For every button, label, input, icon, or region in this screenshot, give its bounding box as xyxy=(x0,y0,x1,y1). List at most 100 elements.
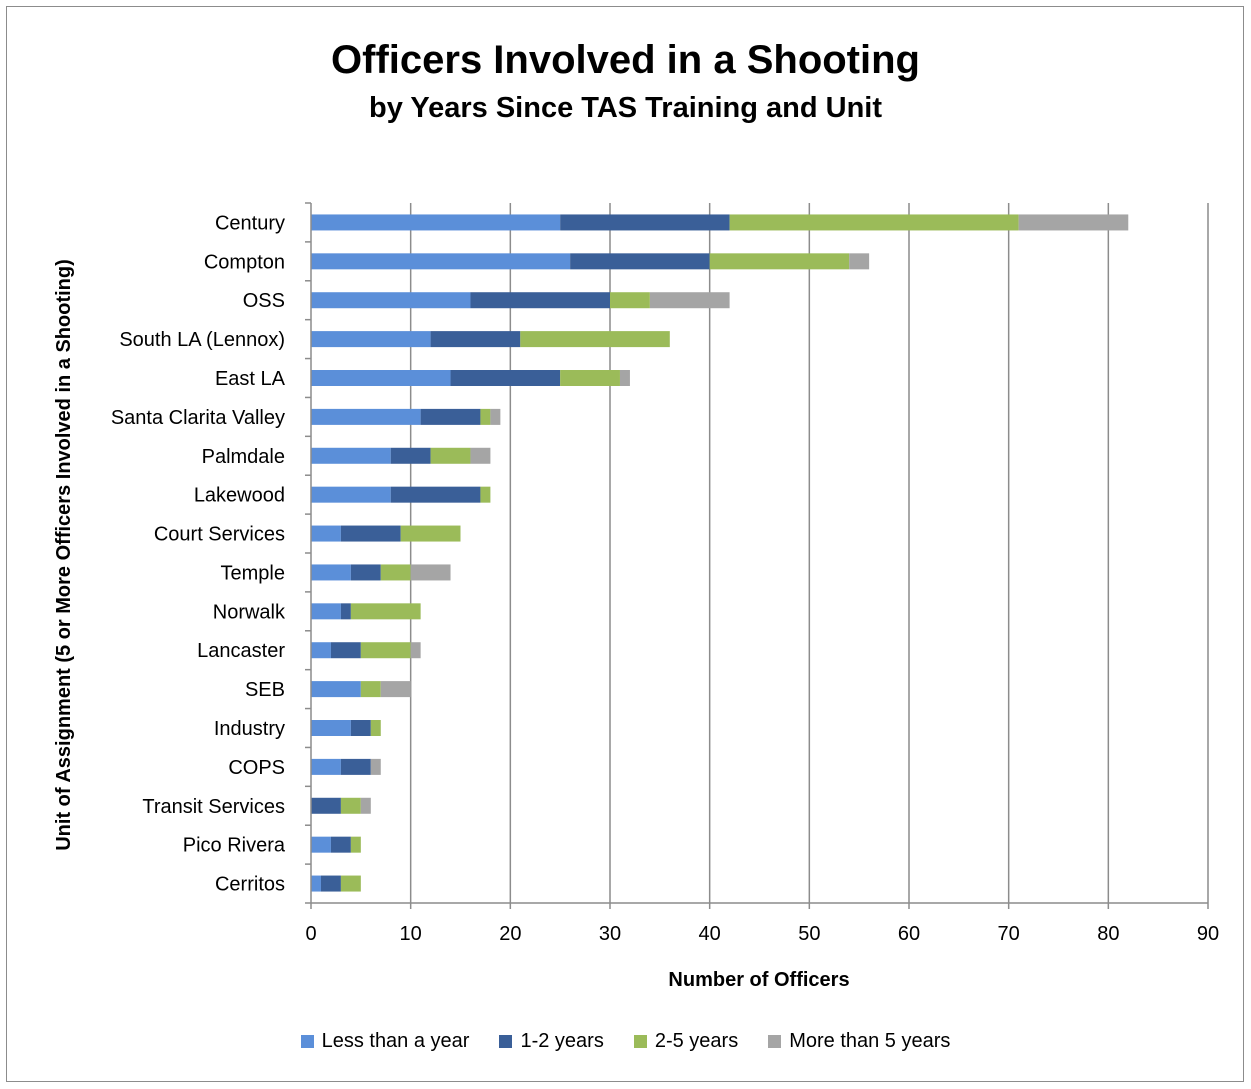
bar-segment xyxy=(311,564,351,581)
x-tick-label: 10 xyxy=(400,923,422,945)
bar-segment xyxy=(380,681,411,698)
y-tick-label: Compton xyxy=(204,251,285,273)
bar-segment xyxy=(311,720,351,736)
legend: Less than a year 1-2 years 2-5 years More t… xyxy=(0,1030,1251,1053)
y-tick-label: Pico Rivera xyxy=(183,835,286,857)
bar-segment xyxy=(410,564,451,581)
legend-label: 1-2 years xyxy=(520,1030,604,1052)
legend-label: More than 5 years xyxy=(789,1030,951,1052)
y-tick-label: Temple xyxy=(221,562,285,584)
bar-segment xyxy=(470,292,610,309)
legend-swatch xyxy=(300,1035,314,1048)
x-axis-title: Number of Officers xyxy=(668,969,849,991)
bar-segment xyxy=(340,758,371,775)
y-tick-label: Norwalk xyxy=(213,601,286,623)
bar-segment xyxy=(311,408,421,425)
bar-segment xyxy=(311,875,321,892)
bar-segment xyxy=(340,875,361,892)
bar-segment xyxy=(370,758,381,775)
legend-swatch xyxy=(499,1035,513,1048)
y-tick-label: COPS xyxy=(228,757,285,779)
bar-segment xyxy=(350,720,371,736)
x-tick-label: 60 xyxy=(898,923,920,945)
legend-label: 2-5 years xyxy=(654,1030,739,1052)
bar-segment xyxy=(311,642,331,659)
x-tick-label: 80 xyxy=(1097,923,1119,945)
bar-segment xyxy=(560,370,620,386)
bar-segment xyxy=(311,447,391,464)
bar-segment xyxy=(520,331,670,348)
bar-segment xyxy=(330,836,351,853)
bar-segment xyxy=(311,370,451,386)
bar-segment xyxy=(350,564,381,581)
gridlines xyxy=(310,203,1209,909)
x-tick-label: 0 xyxy=(305,923,316,945)
bar-segment xyxy=(729,214,1019,231)
bar-segment xyxy=(1018,214,1129,231)
bar-segment xyxy=(360,642,411,659)
bar-segment xyxy=(311,253,571,270)
bar-segment xyxy=(420,408,481,425)
legend-item: 2-5 years xyxy=(633,1030,739,1053)
bar-segment xyxy=(320,875,341,892)
x-tick-label: 30 xyxy=(599,923,621,945)
y-tick-label: Lakewood xyxy=(194,485,285,507)
bar-segment xyxy=(849,253,870,270)
bar-segment xyxy=(350,603,421,620)
y-tick-label: Century xyxy=(215,212,285,234)
x-tick-label: 50 xyxy=(798,923,820,945)
bar-segment xyxy=(709,253,850,270)
bar-segment xyxy=(350,836,361,853)
bar-segment xyxy=(400,525,461,542)
bar-segment xyxy=(450,370,561,386)
y-tick-label: SEB xyxy=(245,679,285,701)
y-tick-label: Palmdale xyxy=(202,446,285,468)
bar-segment xyxy=(390,486,481,503)
bar-segment xyxy=(560,214,730,231)
y-tick-label: Industry xyxy=(214,718,285,740)
y-tick-label: OSS xyxy=(243,290,285,312)
legend-item: More than 5 years xyxy=(768,1030,950,1053)
bar-segment xyxy=(610,292,650,309)
bar-segment xyxy=(480,408,491,425)
bar-segment xyxy=(311,525,341,542)
bar-segment xyxy=(649,292,730,309)
bar-segment xyxy=(311,292,471,309)
bar-segment xyxy=(370,720,381,736)
bar-segment xyxy=(311,797,341,814)
bar-segment xyxy=(570,253,710,270)
chart-title: Officers Involved in a Shooting xyxy=(331,38,920,82)
x-tick-label: 40 xyxy=(699,923,721,945)
y-tick-label: Court Services xyxy=(154,524,285,546)
bars xyxy=(311,214,1129,892)
legend-swatch xyxy=(768,1035,782,1048)
bar-segment xyxy=(360,797,371,814)
legend-item: 1-2 years xyxy=(499,1030,604,1053)
bar-segment xyxy=(330,642,361,659)
bar-segment xyxy=(311,214,561,231)
bar-segment xyxy=(311,758,341,775)
y-tick-labels: Century Compton OSS South LA (Lennox) East L… xyxy=(111,212,286,895)
y-tick-label: Santa Clarita Valley xyxy=(111,407,285,429)
bar-segment xyxy=(311,681,361,698)
y-tick-label: Cerritos xyxy=(215,874,285,896)
legend-label: Less than a year xyxy=(321,1030,470,1052)
x-tick-label: 90 xyxy=(1197,923,1219,945)
legend-swatch xyxy=(633,1035,647,1048)
bar-segment xyxy=(619,370,630,386)
bar-segment xyxy=(380,564,411,581)
bar-segment xyxy=(311,486,391,503)
axes xyxy=(305,202,1208,904)
bar-segment xyxy=(340,525,401,542)
bar-segment xyxy=(430,331,521,348)
bar-segment xyxy=(340,797,361,814)
legend-item: Less than a year xyxy=(300,1030,470,1053)
bar-segment xyxy=(470,447,491,464)
y-tick-label: Transit Services xyxy=(142,796,285,818)
y-tick-label: Lancaster xyxy=(197,640,285,662)
x-tick-labels: 0 10 20 30 40 50 60 70 80 90 xyxy=(305,923,1219,945)
chart-subtitle: by Years Since TAS Training and Unit xyxy=(368,92,882,124)
bar-segment xyxy=(490,408,501,425)
y-tick-label: South LA (Lennox) xyxy=(119,329,285,351)
